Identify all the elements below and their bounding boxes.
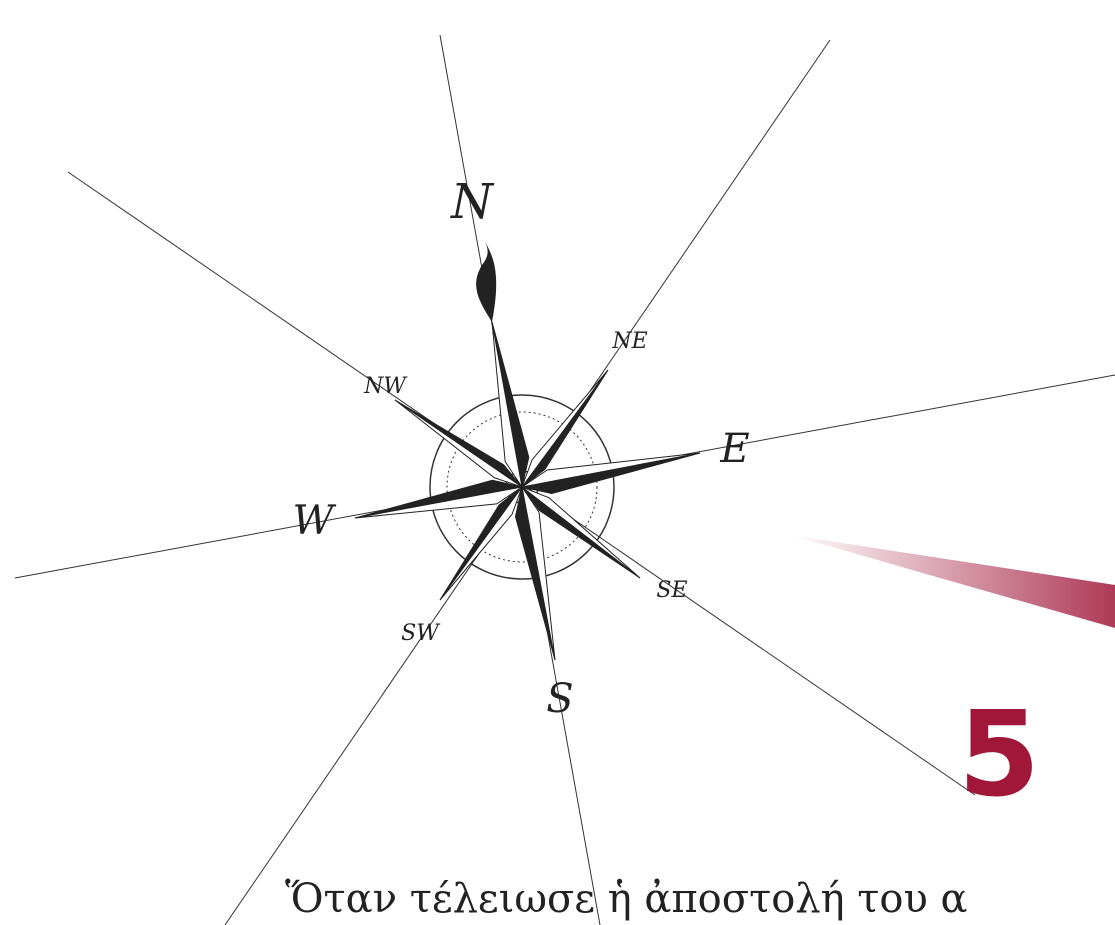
label-se: SE xyxy=(656,578,687,603)
swoosh xyxy=(790,535,1115,628)
first-line: Ὅταν τέλειωσε ἡ ἀποστολή του α xyxy=(285,876,968,922)
label-e: E xyxy=(719,426,749,472)
compass-star xyxy=(355,322,700,660)
label-s: S xyxy=(546,676,573,722)
label-n: N xyxy=(450,174,495,230)
label-ne: NE xyxy=(611,329,647,354)
compass-illustration: N NE E SE S SW W NW 5 Ὅταν τέλειωσε ἡ ἀπ… xyxy=(0,0,1115,925)
page: N NE E SE S SW W NW 5 Ὅταν τέλειωσε ἡ ἀπ… xyxy=(0,0,1115,925)
label-nw: NW xyxy=(363,374,408,399)
chapter-number: 5 xyxy=(958,685,1040,823)
label-sw: SW xyxy=(401,621,441,646)
label-w: W xyxy=(292,498,336,544)
